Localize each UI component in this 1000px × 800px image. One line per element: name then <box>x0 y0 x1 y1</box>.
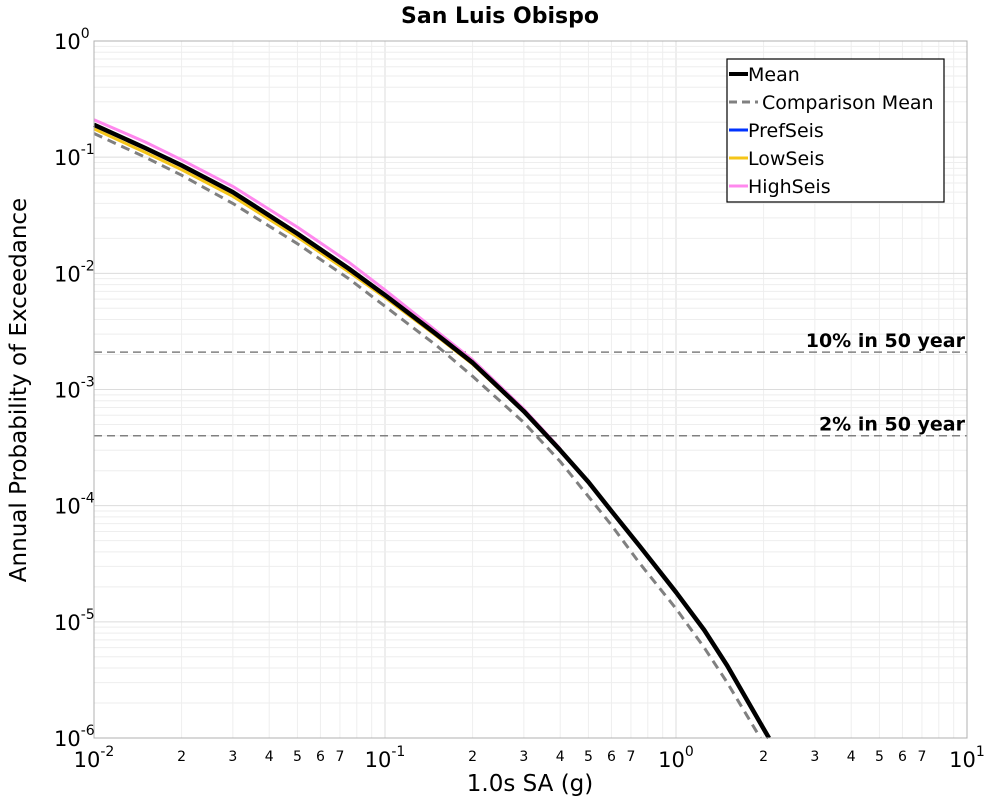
data-series <box>93 118 771 740</box>
chart-title: San Luis Obispo <box>401 4 599 29</box>
y-axis-label: Annual Probability of Exceedance <box>6 198 32 582</box>
y-tick-label: 100 <box>54 26 90 54</box>
x-minor-tick-label: 4 <box>265 749 274 765</box>
grid <box>94 41 967 738</box>
x-minor-tick-label: 4 <box>556 749 565 765</box>
x-tick-label: 10-2 <box>74 744 115 772</box>
legend-label: PrefSeis <box>748 120 824 142</box>
y-tick-label: 10-4 <box>54 491 95 519</box>
y-tick-label: 10-5 <box>54 607 95 635</box>
series-line-lowseis <box>93 127 562 452</box>
x-minor-tick-label: 7 <box>335 749 344 765</box>
y-axis-ticks: 10-6 10-5 10-4 10-3 10-2 10-1 100 <box>54 26 95 751</box>
y-tick-label: 10-6 <box>54 723 95 751</box>
x-tick-label: 101 <box>949 744 985 772</box>
legend-label: HighSeis <box>748 176 831 198</box>
legend: Mean Comparison Mean PrefSeis LowSeis HighSe… <box>726 58 945 203</box>
x-minor-tick-label: 3 <box>228 749 237 765</box>
y-tick-label: 10-2 <box>54 258 95 286</box>
x-minor-tick-label: 3 <box>519 749 528 765</box>
x-minor-tick-label: 7 <box>626 749 635 765</box>
x-minor-tick-label: 4 <box>847 749 856 765</box>
reference-line-label: 10% in 50 year <box>806 330 966 352</box>
x-minor-tick-label: 2 <box>759 749 768 765</box>
series-line-prefseis <box>93 123 562 452</box>
x-minor-tick-label: 5 <box>584 749 593 765</box>
series-line-mean <box>93 122 771 740</box>
x-minor-tick-label: 7 <box>917 749 926 765</box>
x-axis-label: 1.0s SA (g) <box>467 771 594 797</box>
x-minor-tick-label: 6 <box>898 749 907 765</box>
x-minor-tick-label: 6 <box>316 749 325 765</box>
x-minor-tick-label: 6 <box>607 749 616 765</box>
reference-lines: 10% in 50 year 2% in 50 year <box>94 330 967 437</box>
legend-label: Mean <box>748 64 800 86</box>
reference-line-label: 2% in 50 year <box>819 414 966 436</box>
legend-box <box>726 58 945 203</box>
plot-frame <box>93 40 968 739</box>
y-tick-label: 10-3 <box>54 375 95 403</box>
legend-label: Comparison Mean <box>762 92 934 114</box>
x-minor-tick-label: 3 <box>810 749 819 765</box>
legend-label: LowSeis <box>748 148 824 170</box>
x-tick-label: 100 <box>658 744 694 772</box>
x-tick-label: 10-1 <box>365 744 406 772</box>
series-line-comparison-mean <box>93 132 762 739</box>
x-minor-tick-label: 2 <box>468 749 477 765</box>
x-minor-tick-label: 5 <box>875 749 884 765</box>
x-minor-tick-label: 5 <box>293 749 302 765</box>
x-minor-tick-label: 2 <box>177 749 186 765</box>
y-tick-label: 10-1 <box>54 142 95 170</box>
